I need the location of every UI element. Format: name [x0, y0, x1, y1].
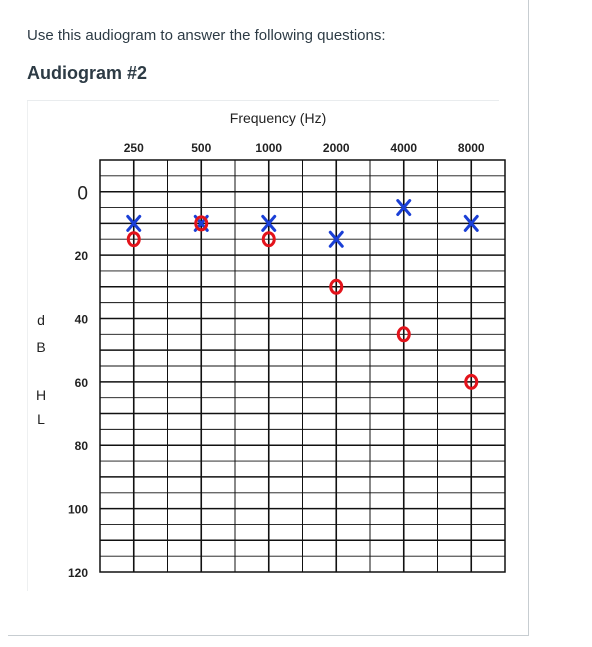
y-tick-label: 20: [75, 249, 89, 263]
left-divider: [27, 101, 28, 591]
y-tick-label: 100: [68, 503, 88, 517]
heading-divider: [27, 100, 499, 101]
y-tick-label: 60: [75, 376, 89, 390]
y-tick-label: 80: [75, 439, 89, 453]
x-tick-label: 250: [124, 141, 144, 155]
audiogram-grid: [99, 159, 506, 573]
x-stroke: [463, 214, 479, 232]
chart-title: Frequency (Hz): [230, 110, 326, 126]
content-panel: [8, 0, 529, 636]
x-tick-label: 8000: [458, 141, 485, 155]
x-stroke: [261, 214, 277, 232]
x-tick-label: 1000: [255, 141, 282, 155]
y-tick-label: 40: [75, 312, 89, 326]
audiogram-tick-labels: 250 500 1000 2000 4000 8000 0 20 40 60 80 100 120 dB H…: [36, 141, 485, 580]
x-stroke: [328, 230, 344, 248]
air-conduction-o-mark: [396, 326, 411, 343]
x-tick-label: 500: [191, 141, 211, 155]
x-tick-label: 4000: [390, 141, 417, 155]
air-conduction-x-mark: [463, 214, 479, 232]
audiogram-heading: Audiogram #2: [27, 63, 148, 83]
y-axis-label-letter: H: [36, 387, 46, 403]
y-tick-label: 120: [68, 566, 88, 580]
x-stroke: [126, 214, 142, 232]
air-conduction-o-mark: [261, 231, 276, 248]
air-conduction-o-mark: [194, 215, 209, 232]
air-conduction-o-mark: [126, 231, 141, 248]
x-tick-label: 2000: [323, 141, 350, 155]
audiogram-data-marks: [126, 199, 479, 390]
air-conduction-o-mark: [464, 373, 479, 390]
y-axis-label-letter: d: [37, 312, 45, 328]
air-conduction-x-mark: [126, 214, 142, 232]
air-conduction-x-mark: [396, 199, 412, 217]
air-conduction-x-mark: [261, 214, 277, 232]
air-conduction-o-mark: [329, 278, 344, 295]
y-axis-label-letter: L: [37, 411, 45, 427]
air-conduction-x-mark: [328, 230, 344, 248]
intro-text: Use this audiogram to answer the followi…: [27, 27, 386, 44]
y-tick-label: 0: [77, 184, 88, 205]
x-stroke: [396, 199, 412, 217]
y-axis-label-letter: B: [36, 339, 45, 355]
